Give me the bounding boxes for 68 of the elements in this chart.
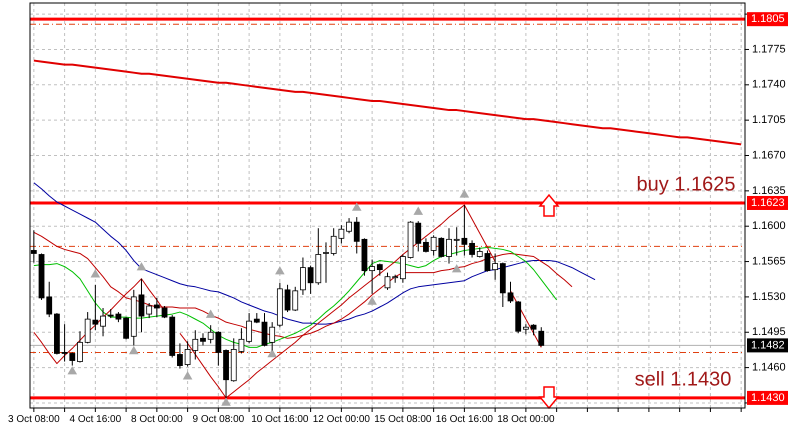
point xyxy=(267,348,277,358)
x-tick-label: 3 Oct 08:00 xyxy=(8,414,60,425)
annotation: sell 1.1430 xyxy=(634,368,732,390)
y-tick-label: 1.1565 xyxy=(752,255,786,268)
candlestick xyxy=(269,322,276,351)
y-tick-label: 1.1705 xyxy=(752,114,786,126)
candlestick xyxy=(208,324,214,344)
candlestick xyxy=(384,272,390,290)
candlestick xyxy=(323,242,329,284)
candlestick xyxy=(192,330,198,360)
candlestick xyxy=(354,216,360,254)
ref-line-label: 1.1805 xyxy=(751,13,785,26)
candlestick xyxy=(292,286,298,312)
y-tick-label: 1.1530 xyxy=(752,290,786,303)
x-tick-label: 12 Oct 00:00 xyxy=(312,414,370,425)
point xyxy=(128,346,139,354)
candlestick xyxy=(415,220,422,252)
y-tick-label: 1.1600 xyxy=(752,220,786,232)
candlestick xyxy=(92,284,98,331)
candlestick xyxy=(376,263,383,276)
point xyxy=(136,262,146,270)
point xyxy=(413,206,424,215)
point xyxy=(452,264,462,272)
candlestick xyxy=(69,352,76,366)
x-tick-label: 15 Oct 08:00 xyxy=(374,414,432,425)
point xyxy=(367,296,377,305)
y-tick-label: 1.1740 xyxy=(752,78,786,91)
candlestick xyxy=(508,281,514,304)
candlestick xyxy=(330,228,337,256)
x-tick-label: 18 Oct 00:00 xyxy=(497,414,555,425)
ref-line-label: 1.1482 xyxy=(751,339,785,352)
point xyxy=(221,397,231,406)
candlestick xyxy=(108,308,114,319)
candlestick xyxy=(254,312,260,324)
candlestick xyxy=(200,332,206,346)
line-series xyxy=(33,182,596,325)
candlestick xyxy=(476,246,483,258)
x-tick-label: 4 Oct 16:00 xyxy=(70,414,122,425)
point xyxy=(206,310,216,318)
candlestick xyxy=(262,312,268,347)
point xyxy=(352,202,362,211)
x-tick-label: 10 Oct 16:00 xyxy=(251,414,309,425)
y-tick-label: 1.1460 xyxy=(752,362,786,374)
line-series xyxy=(32,60,742,146)
y-tick-label: 1.1775 xyxy=(752,43,786,56)
y-tick-label: 1.1670 xyxy=(752,149,786,162)
point xyxy=(182,371,192,380)
candlestick xyxy=(100,308,106,337)
point xyxy=(67,366,78,374)
candlestick xyxy=(538,326,544,347)
ref-line-label: 1.1430 xyxy=(751,392,785,404)
x-tick-label: 9 Oct 08:00 xyxy=(192,414,245,425)
ref-line-label: 1.1623 xyxy=(751,196,785,209)
annotation: buy 1.1625 xyxy=(636,173,736,196)
x-tick-label: 16 Oct 16:00 xyxy=(436,414,494,425)
x-tick-label: 8 Oct 00:00 xyxy=(131,414,184,425)
point xyxy=(460,189,470,198)
candlestick xyxy=(138,278,144,333)
candlestick xyxy=(77,330,83,364)
candlestick xyxy=(446,228,452,264)
y-tick-label: 1.1495 xyxy=(752,326,786,338)
candlestick xyxy=(84,312,91,344)
candlestick xyxy=(46,281,52,318)
y-tick-label: 1.1635 xyxy=(752,184,786,197)
point xyxy=(275,266,285,274)
point xyxy=(90,269,100,278)
candlestick xyxy=(438,236,444,258)
candlestick xyxy=(146,302,152,319)
